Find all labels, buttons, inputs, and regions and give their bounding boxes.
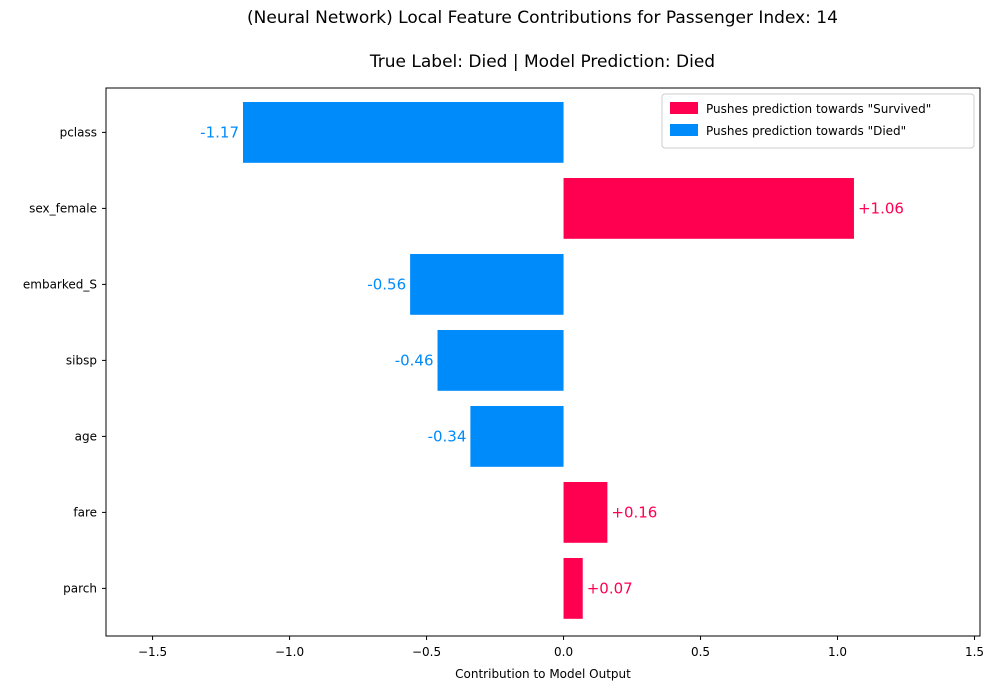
data-label-sex_female: +1.06 bbox=[858, 199, 904, 217]
x-tick-label: 1.0 bbox=[828, 645, 847, 659]
x-tick-label: −1.0 bbox=[275, 645, 304, 659]
legend-swatch bbox=[670, 102, 698, 114]
y-tick-label-embarked_S: embarked_S bbox=[23, 277, 97, 291]
bar-embarked_S bbox=[410, 254, 564, 315]
y-tick-label-age: age bbox=[75, 429, 97, 443]
data-label-age: -0.34 bbox=[428, 427, 467, 445]
y-tick-label-fare: fare bbox=[73, 505, 97, 519]
bar-age bbox=[470, 406, 564, 467]
bar-sibsp bbox=[437, 330, 564, 391]
data-label-embarked_S: -0.56 bbox=[367, 275, 406, 293]
x-tick-label: 1.5 bbox=[965, 645, 984, 659]
bar-parch bbox=[563, 558, 583, 619]
data-label-parch: +0.07 bbox=[587, 579, 633, 597]
bars-layer: -1.17 +1.06 -0.56 -0.46 -0.34 +0.16 +0.07 bbox=[200, 102, 904, 619]
legend: Pushes prediction towards "Survived" Push… bbox=[661, 93, 975, 149]
x-tick-label: 0.0 bbox=[554, 645, 573, 659]
y-tick-label-pclass: pclass bbox=[60, 125, 97, 139]
plot-frame bbox=[105, 87, 981, 637]
y-tick-label-sibsp: sibsp bbox=[66, 353, 97, 367]
bar-pclass bbox=[242, 102, 564, 163]
legend-box bbox=[661, 93, 975, 149]
y-tick-label-sex_female: sex_female bbox=[29, 201, 97, 215]
x-tick-label: −0.5 bbox=[412, 645, 441, 659]
x-axis-label: Contribution to Model Output bbox=[455, 667, 631, 681]
chart-title: (Neural Network) Local Feature Contribut… bbox=[247, 8, 838, 28]
legend-swatch bbox=[670, 124, 698, 136]
x-tick-label: −1.5 bbox=[138, 645, 167, 659]
legend-label: Pushes prediction towards "Survived" bbox=[706, 102, 931, 116]
x-tick-label: 0.5 bbox=[691, 645, 710, 659]
bar-sex_female bbox=[563, 178, 854, 239]
data-label-pclass: -1.17 bbox=[200, 123, 239, 141]
data-label-sibsp: -0.46 bbox=[395, 351, 434, 369]
legend-label: Pushes prediction towards "Died" bbox=[706, 124, 906, 138]
chart-subtitle: True Label: Died | Model Prediction: Die… bbox=[369, 52, 716, 72]
bar-fare bbox=[563, 482, 608, 543]
data-label-fare: +0.16 bbox=[611, 503, 657, 521]
y-tick-label-parch: parch bbox=[63, 581, 97, 595]
